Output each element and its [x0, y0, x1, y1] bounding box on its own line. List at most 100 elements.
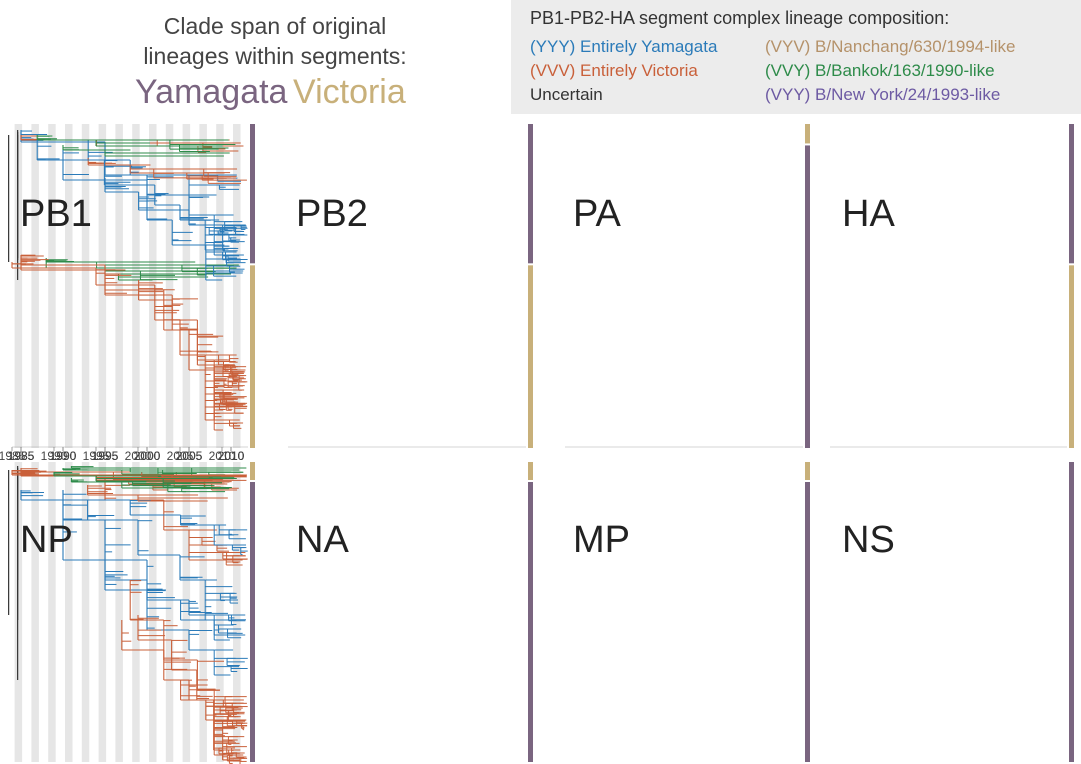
year-stripe	[182, 124, 191, 448]
legend-item: (VYV) B/Nanchang/630/1994-like	[765, 37, 1016, 56]
year-stripe	[216, 462, 224, 762]
clade	[62, 150, 248, 281]
legend-item: (VVY) B/Bankok/163/1990-like	[765, 61, 995, 80]
year-label: 2000	[134, 449, 161, 463]
clade	[137, 615, 239, 754]
year-label: 1985	[8, 449, 35, 463]
year-label: 1995	[92, 449, 119, 463]
segment-label: HA	[842, 193, 895, 235]
year-label: 1990	[50, 449, 77, 463]
year-stripe	[233, 124, 241, 448]
lineage-span-bar	[528, 482, 533, 762]
year-stripe	[233, 462, 241, 762]
year-stripe	[199, 462, 207, 762]
year-label: 1995	[92, 449, 119, 463]
segment-label: NP	[20, 519, 73, 561]
year-stripe	[165, 462, 174, 762]
composition-title: PB1-PB2-HA segment complex lineage compo…	[530, 8, 950, 28]
lineage-span-bar	[250, 462, 255, 480]
year-label: 2000	[134, 449, 161, 463]
year-label: 1990	[50, 449, 77, 463]
lineage-span-bar	[1069, 265, 1074, 448]
clade	[45, 258, 239, 276]
year-label: 2010	[209, 449, 236, 463]
legend-item: Uncertain	[530, 85, 603, 104]
year-stripe	[48, 124, 56, 448]
clade	[20, 490, 248, 556]
year-stripe	[81, 124, 90, 448]
clade-span-title-line2: lineages within segments:	[143, 43, 407, 69]
victoria-span-label: Victoria	[293, 73, 406, 111]
segment-label: NS	[842, 519, 895, 561]
clade	[104, 178, 248, 250]
year-stripe	[81, 462, 90, 762]
segment-label: PB1	[20, 193, 92, 235]
panel-na: NA	[17, 462, 533, 762]
year-stripe	[149, 462, 157, 762]
year-label: 2010	[218, 449, 245, 463]
year-label: 2000	[125, 449, 152, 463]
year-label: 2005	[176, 449, 203, 463]
lineage-span-bar	[1069, 124, 1074, 264]
year-label: 2000	[134, 449, 161, 463]
year-label: 2005	[176, 449, 203, 463]
year-stripe	[98, 124, 107, 448]
year-label: 1995	[83, 449, 110, 463]
lineage-span-bar	[805, 482, 810, 762]
lineage-span-bar	[1069, 462, 1074, 762]
composition-legend-box	[511, 0, 1081, 114]
year-stripe	[216, 124, 224, 448]
year-stripe	[31, 124, 39, 448]
year-stripe	[31, 462, 39, 762]
year-stripe	[149, 124, 157, 448]
year-label: 2010	[218, 449, 245, 463]
year-label: 1990	[50, 449, 77, 463]
panel-ha: HA 1985 1990 1995 2000 2005 2010	[0, 124, 1074, 463]
segment-label: NA	[296, 519, 349, 561]
year-stripe	[65, 124, 73, 448]
year-stripe	[48, 462, 56, 762]
year-label: 1985	[0, 449, 26, 463]
year-stripe	[115, 462, 123, 762]
legend-item: (VVV) Entirely Victoria	[530, 61, 698, 80]
lineage-span-bar	[250, 124, 255, 264]
lineage-span-bar	[805, 462, 810, 480]
year-stripe	[132, 462, 140, 762]
clade	[104, 560, 246, 639]
clade	[36, 140, 239, 252]
legend-item: (VYY) B/New York/24/1993-like	[765, 85, 1001, 104]
panel-ns: NS	[8, 462, 1074, 762]
legend-item: (YYY) Entirely Yamagata	[530, 37, 718, 56]
clade	[62, 145, 230, 157]
clade-span-title-line1: Clade span of original	[163, 13, 387, 39]
year-label: 2005	[167, 449, 194, 463]
lineage-span-bar	[805, 124, 810, 144]
year-stripe	[165, 124, 174, 448]
year-stripe	[98, 462, 107, 762]
year-stripe	[115, 124, 123, 448]
lineage-span-bar	[250, 265, 255, 448]
segment-label: PA	[573, 193, 622, 235]
panel-np: NP	[14, 462, 255, 764]
clade	[87, 158, 247, 184]
year-label: 2005	[176, 449, 203, 463]
clade	[104, 478, 248, 566]
year-label: 1995	[92, 449, 119, 463]
clade	[87, 485, 228, 502]
year-stripe	[14, 124, 23, 448]
clade	[70, 478, 209, 489]
figure-header: Clade span of original lineages within s…	[0, 0, 1081, 118]
year-label: 1985	[8, 449, 35, 463]
clade	[11, 262, 239, 421]
clade	[138, 280, 248, 429]
lineage-span-bar	[250, 482, 255, 762]
lineage-span-bar	[528, 124, 533, 264]
panel-pb1: PB1 1985 1990 1995 2000 2005 2010	[8, 124, 255, 463]
lineage-span-bar	[805, 145, 810, 448]
year-stripe	[199, 124, 207, 448]
clade	[53, 471, 237, 493]
year-stripe	[132, 124, 140, 448]
panel-pa: PA 1985 1990 1995 2000 2005 2010	[8, 124, 810, 463]
year-label: 1990	[41, 449, 68, 463]
